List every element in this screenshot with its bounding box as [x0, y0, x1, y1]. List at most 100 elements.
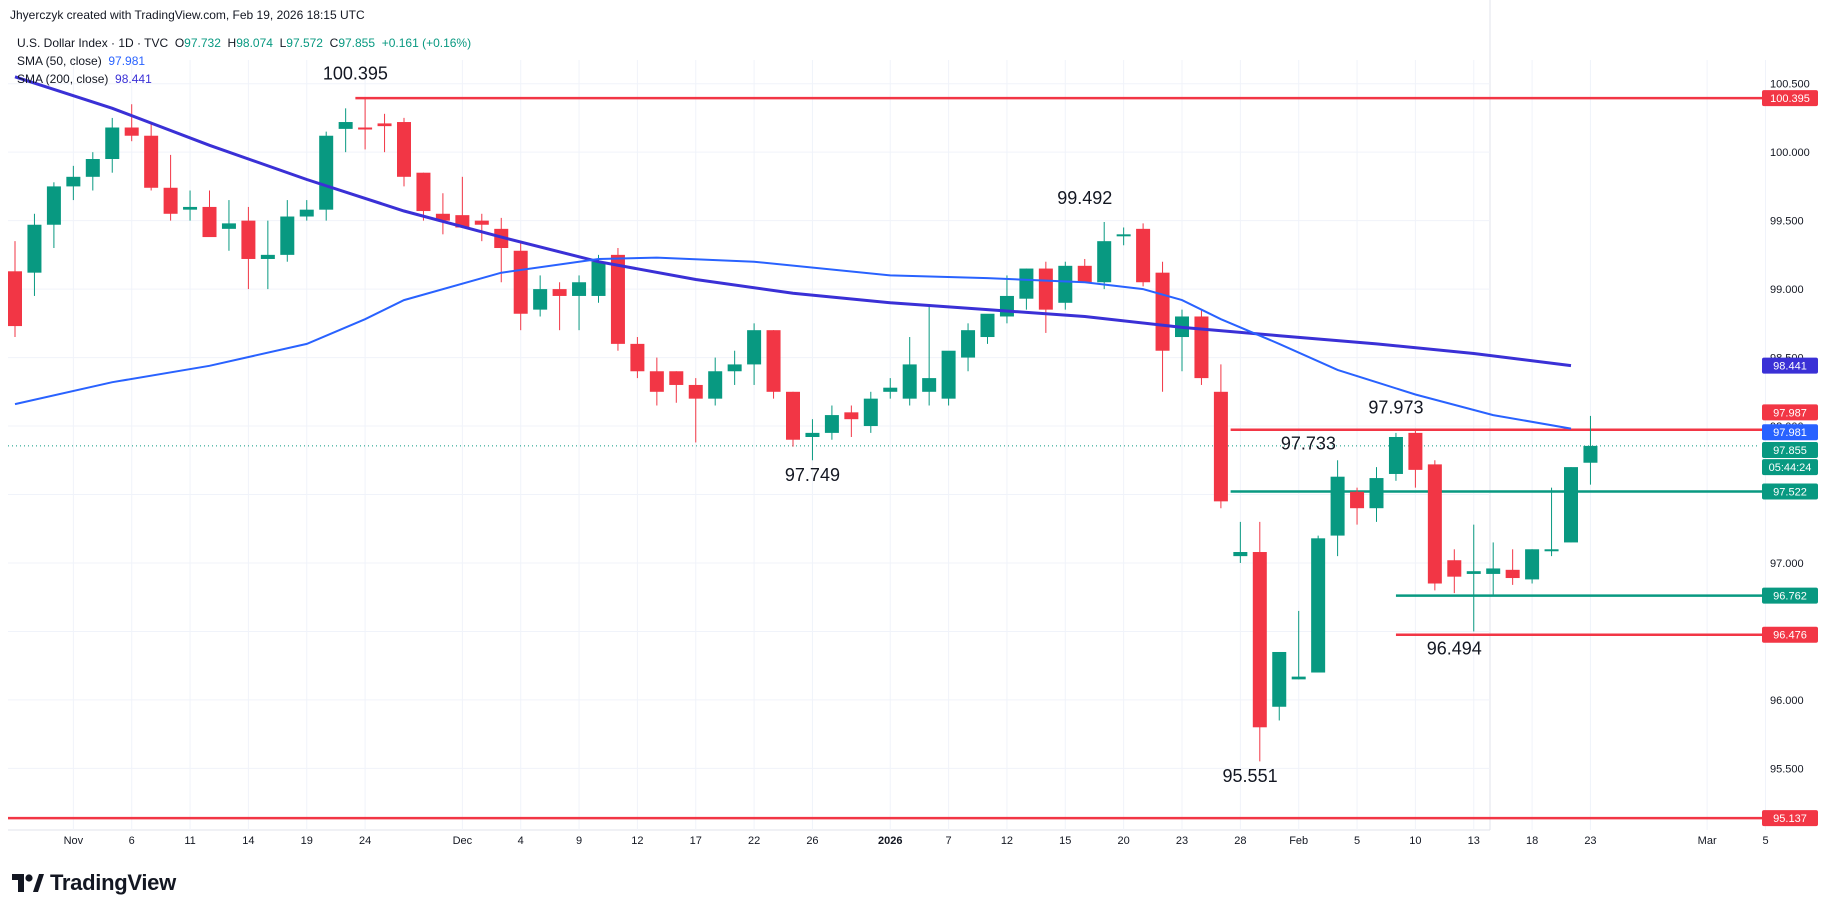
candle-up — [1331, 477, 1345, 536]
price-tag-label: 95.137 — [1773, 813, 1807, 825]
x-tick-label: 12 — [631, 835, 643, 847]
price-annotation: 97.749 — [785, 465, 840, 485]
x-tick-label: 24 — [359, 835, 371, 847]
candle-up — [1233, 552, 1247, 556]
symbol-ohlc-row[interactable]: U.S. Dollar Index · 1D · TVC O97.732 H98… — [17, 34, 471, 52]
candle-down — [1214, 392, 1228, 502]
candle-up — [105, 128, 119, 159]
candle-down — [397, 122, 411, 177]
close-value: 97.855 — [338, 36, 375, 50]
candle-up — [1019, 269, 1033, 299]
candle-up — [1467, 571, 1481, 574]
open-value: 97.732 — [184, 36, 221, 50]
x-tick-label: 18 — [1526, 835, 1538, 847]
x-tick-label: 9 — [576, 835, 582, 847]
y-tick-label: 96.000 — [1770, 695, 1804, 707]
candle-up — [183, 207, 197, 210]
price-tag-label: 96.476 — [1773, 630, 1807, 642]
price-tag-label: 97.987 — [1773, 407, 1807, 419]
candle-up — [47, 186, 61, 224]
candle-up — [1564, 467, 1578, 542]
candle-up — [319, 136, 333, 210]
x-tick-label: 7 — [946, 835, 952, 847]
price-tag-label: 97.522 — [1773, 486, 1807, 498]
candle-down — [1408, 433, 1422, 470]
candle-up — [981, 314, 995, 337]
sma200-legend-row[interactable]: SMA (200, close) 98.441 — [17, 70, 471, 88]
x-tick-label: 23 — [1176, 835, 1188, 847]
x-tick-label: 6 — [129, 835, 135, 847]
candle-down — [241, 221, 255, 259]
candle-down — [786, 392, 800, 440]
candle-down — [669, 371, 683, 385]
symbol-name[interactable]: U.S. Dollar Index · 1D · TVC — [17, 36, 168, 50]
candle-down — [1136, 229, 1150, 282]
tradingview-logo[interactable]: TradingView — [12, 870, 176, 896]
candle-down — [378, 123, 392, 126]
x-tick-label: 26 — [806, 835, 818, 847]
y-tick-label: 97.000 — [1770, 558, 1804, 570]
candle-down — [844, 412, 858, 419]
x-tick-label: 22 — [748, 835, 760, 847]
x-tick-label: 23 — [1584, 835, 1596, 847]
sma200-value: 98.441 — [115, 72, 152, 86]
x-tick-label: Mar — [1698, 835, 1717, 847]
x-tick-label: 19 — [301, 835, 313, 847]
sma50-label: SMA (50, close) — [17, 54, 102, 68]
high-value: 98.074 — [236, 36, 273, 50]
candle-up — [1486, 568, 1500, 573]
candle-up — [66, 177, 80, 187]
sma200-label: SMA (200, close) — [17, 72, 108, 86]
candle-down — [358, 128, 372, 130]
candle-up — [1000, 296, 1014, 317]
candle-up — [86, 159, 100, 177]
candle-up — [942, 351, 956, 399]
price-annotation: 97.733 — [1281, 433, 1336, 453]
candle-up — [533, 289, 547, 310]
candle-up — [961, 330, 975, 357]
price-tag-label: 97.981 — [1773, 427, 1807, 439]
candle-down — [1447, 560, 1461, 576]
candle-down — [514, 251, 528, 314]
candle-up — [27, 225, 41, 273]
candle-down — [203, 207, 217, 237]
x-tick-label: 28 — [1234, 835, 1246, 847]
candle-up — [883, 388, 897, 392]
candle-down — [650, 371, 664, 392]
x-tick-label: 2026 — [878, 835, 902, 847]
candle-up — [825, 415, 839, 433]
x-tick-label: 20 — [1118, 835, 1130, 847]
candle-up — [1545, 549, 1559, 551]
y-tick-label: 99.000 — [1770, 284, 1804, 296]
candle-down — [767, 330, 781, 392]
candle-down — [689, 385, 703, 399]
candle-down — [1039, 269, 1053, 310]
candle-down — [125, 128, 139, 136]
x-tick-label: 4 — [518, 835, 524, 847]
candle-up — [280, 217, 294, 255]
change-value: +0.161 (+0.16%) — [382, 36, 471, 50]
candle-up — [1389, 437, 1403, 474]
price-tag-label: 96.762 — [1773, 591, 1807, 603]
candle-up — [1272, 652, 1286, 707]
candle-up — [572, 282, 586, 296]
chart-legend: U.S. Dollar Index · 1D · TVC O97.732 H98… — [17, 34, 471, 88]
sma50-value: 97.981 — [108, 54, 145, 68]
candle-up — [708, 371, 722, 398]
y-tick-label: 100.500 — [1770, 79, 1810, 91]
candle-down — [1253, 552, 1267, 727]
price-tag-label: 05:44:24 — [1769, 462, 1812, 474]
candle-down — [416, 173, 430, 211]
candle-up — [1097, 241, 1111, 282]
x-tick-label: 13 — [1468, 835, 1480, 847]
candle-down — [8, 271, 22, 326]
y-tick-label: 95.500 — [1770, 763, 1804, 775]
candle-up — [805, 433, 819, 437]
candle-up — [1583, 446, 1597, 463]
x-tick-label: Dec — [453, 835, 473, 847]
sma50-legend-row[interactable]: SMA (50, close) 97.981 — [17, 52, 471, 70]
candle-up — [300, 210, 314, 217]
candle-down — [611, 255, 625, 344]
candle-up — [1117, 234, 1131, 236]
